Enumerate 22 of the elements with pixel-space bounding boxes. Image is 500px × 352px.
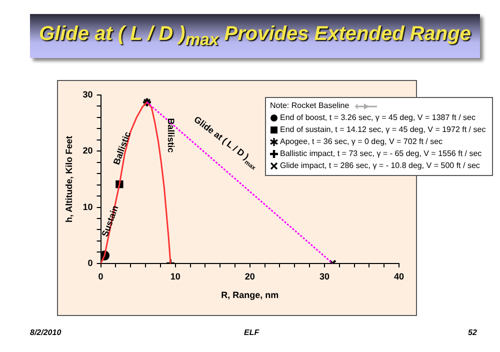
y-axis-title: h, Altitude, Kilo Feet [64, 136, 74, 223]
x-axis-title: R, Range, nm [221, 290, 279, 300]
legend-label: Ballistic impact, t = 73 sec, γ = - 65 deg, V = 1556 ft / sec [280, 148, 482, 160]
text: ELF [244, 328, 260, 337]
legend-label: End of boost, t = 3.26 sec, γ = 45 deg, V = 1387 ft / sec [280, 112, 476, 124]
text: 8/2/2010 [30, 328, 62, 337]
x-tick-label: 40 [394, 271, 404, 282]
legend-label: End of sustain, t = 14.12 sec, γ = 45 deg, V = 1972 ft / sec [280, 124, 486, 136]
x-tick-label: 30 [319, 271, 330, 282]
legend-title: Note: Rocket Baseline [270, 101, 350, 110]
x-tick-label: 0 [98, 271, 104, 282]
x-tick-label: 10 [170, 271, 180, 282]
chart-title: Glide at ( L / D )$_{max}$ Provides Extended Range [39, 22, 471, 50]
y-tick-label: 10 [82, 202, 93, 212]
legend-label: Glide impact, t = 286 sec, γ = - 10.8 deg, V = 500 ft / sec [280, 160, 480, 172]
y-tick-label: 30 [82, 89, 93, 100]
y-tick-label: 20 [82, 146, 93, 156]
legend-label: Apogee, t = 36 sec, γ = 0 deg, V = 702 ft / sec [280, 136, 443, 148]
annotation: Ballistic [166, 118, 176, 153]
text: 52 [468, 328, 477, 337]
y-tick-label: 0 [88, 258, 93, 268]
x-tick-label: 20 [244, 271, 255, 282]
